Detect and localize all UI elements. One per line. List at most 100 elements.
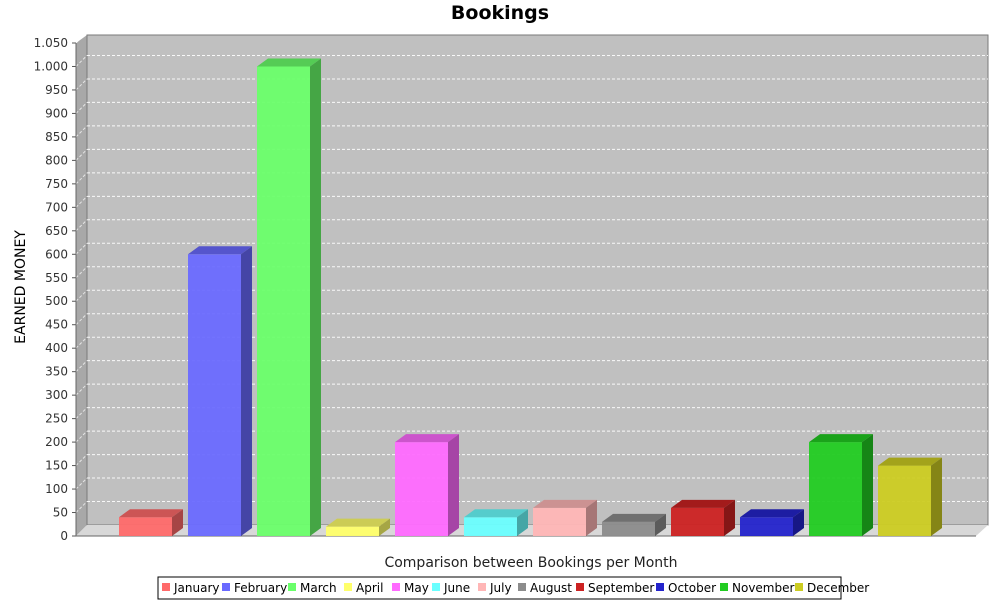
legend-item-december: December bbox=[795, 581, 869, 595]
bar-top bbox=[119, 509, 183, 518]
bar-october bbox=[740, 509, 804, 536]
bar-front bbox=[671, 507, 724, 536]
gridline-side bbox=[75, 78, 88, 91]
bar-front bbox=[188, 254, 241, 537]
legend-swatch bbox=[795, 583, 803, 591]
bar-side bbox=[448, 434, 459, 536]
legend-item-august: August bbox=[518, 581, 572, 595]
gridline-side bbox=[75, 454, 88, 466]
y-tick-label: 900 bbox=[45, 106, 68, 120]
bar-side bbox=[241, 246, 252, 537]
y-tick-label: 800 bbox=[45, 153, 68, 167]
legend-swatch bbox=[222, 583, 230, 591]
legend-label: April bbox=[356, 581, 383, 595]
y-tick-label: 600 bbox=[45, 247, 68, 261]
legend-item-july: July bbox=[478, 581, 512, 595]
bar-front bbox=[395, 442, 448, 536]
gridline-side bbox=[75, 242, 88, 255]
y-tick-label: 750 bbox=[45, 177, 68, 191]
bar-side bbox=[724, 499, 735, 536]
y-tick-label: 950 bbox=[45, 83, 68, 97]
legend-label: March bbox=[300, 581, 337, 595]
legend-item-may: May bbox=[392, 581, 429, 595]
bar-front bbox=[740, 517, 793, 536]
y-tick-label: 1.000 bbox=[34, 59, 68, 73]
gridline-side bbox=[75, 360, 88, 373]
bar-top bbox=[188, 246, 252, 255]
y-tick-label: 300 bbox=[45, 388, 68, 402]
bar-side bbox=[310, 58, 321, 536]
legend-label: November bbox=[732, 581, 794, 595]
bar-front bbox=[809, 442, 862, 536]
bar-side bbox=[793, 509, 804, 536]
bar-front bbox=[119, 517, 172, 536]
gridline-side bbox=[75, 172, 88, 185]
gridline-side bbox=[75, 336, 88, 349]
bar-side bbox=[862, 434, 873, 536]
legend-item-october: October bbox=[656, 581, 716, 595]
bar-side bbox=[517, 509, 528, 536]
y-tick-label: 850 bbox=[45, 130, 68, 144]
y-tick-label: 500 bbox=[45, 294, 68, 308]
bar-top bbox=[602, 513, 666, 522]
bar-front bbox=[602, 521, 655, 536]
bar-may bbox=[395, 434, 459, 536]
bar-front bbox=[257, 66, 310, 536]
bars bbox=[119, 58, 942, 537]
y-tick-label: 1.050 bbox=[34, 36, 68, 50]
bar-top bbox=[671, 499, 735, 508]
legend-item-february: February bbox=[222, 581, 287, 595]
gridline-side bbox=[75, 266, 88, 279]
bar-top bbox=[533, 499, 597, 508]
bar-top bbox=[395, 434, 459, 443]
legend-swatch bbox=[656, 583, 664, 591]
legend-swatch bbox=[576, 583, 584, 591]
chart-title: Bookings bbox=[450, 2, 550, 24]
bar-november bbox=[809, 434, 873, 536]
legend-box bbox=[157, 576, 842, 600]
bar-top bbox=[740, 509, 804, 518]
bar-september bbox=[671, 499, 735, 536]
gridline-side bbox=[75, 430, 88, 443]
gridline-side bbox=[75, 195, 88, 208]
gridline-side bbox=[75, 31, 88, 44]
y-tick-label: 550 bbox=[45, 271, 68, 285]
y-tick-label: 100 bbox=[45, 482, 68, 496]
bar-december bbox=[878, 457, 942, 536]
legend-label: September bbox=[588, 581, 654, 595]
y-tick-label: 150 bbox=[45, 459, 68, 473]
bar-side bbox=[586, 499, 597, 536]
bar-front bbox=[464, 517, 517, 536]
legend-label: August bbox=[530, 581, 572, 595]
plot-left-wall bbox=[76, 35, 87, 536]
y-tick-label: 350 bbox=[45, 365, 68, 379]
axes: 0 50 100 150 200 250 300 350 400 450 500 550 600 650 7… bbox=[34, 36, 976, 543]
gridline-side bbox=[75, 383, 88, 396]
bar-side bbox=[172, 509, 183, 536]
x-axis-label: Comparison between Bookings per Month bbox=[384, 555, 677, 571]
bar-front bbox=[878, 465, 931, 536]
legend-swatch bbox=[720, 583, 728, 591]
bar-top bbox=[809, 434, 873, 443]
legend-label: July bbox=[489, 581, 512, 595]
legend-item-january: January bbox=[162, 581, 220, 595]
legend-label: May bbox=[404, 581, 429, 595]
y-axis-label: EARNED MONEY bbox=[13, 230, 29, 344]
gridline-side bbox=[75, 219, 88, 232]
legend-label: October bbox=[668, 581, 716, 595]
legend-item-june: June bbox=[432, 581, 470, 595]
bar-front bbox=[326, 526, 379, 536]
bar-february bbox=[188, 246, 252, 537]
y-tick-label: 0 bbox=[60, 529, 68, 543]
bar-top bbox=[464, 509, 528, 518]
y-tick-label: 400 bbox=[45, 341, 68, 355]
bar-top bbox=[326, 518, 390, 527]
legend-label: February bbox=[234, 581, 287, 595]
gridline-side bbox=[75, 313, 88, 326]
bar-side bbox=[379, 518, 390, 536]
gridline-side bbox=[75, 149, 88, 161]
bar-july bbox=[533, 499, 597, 536]
legend-label: December bbox=[807, 581, 869, 595]
legend-swatch bbox=[162, 583, 170, 591]
